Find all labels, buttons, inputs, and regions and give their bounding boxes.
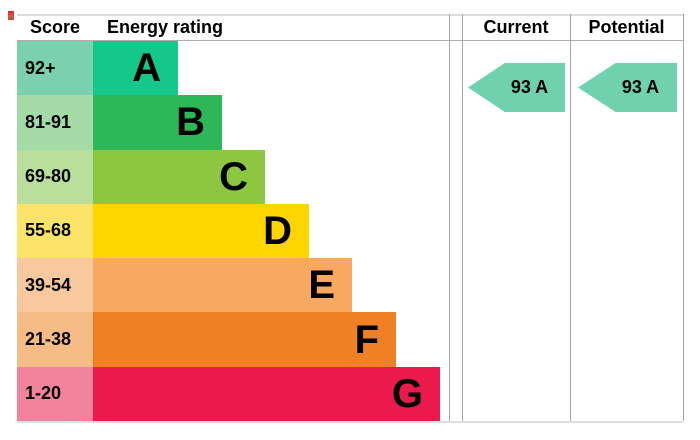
band-score-range: 39-54 [17, 258, 93, 313]
broken-image-artifact [8, 11, 14, 20]
column-header-current: Current [483, 16, 549, 37]
potential-rating-label: 93 A [621, 77, 660, 97]
column-divider-current-potential [570, 14, 571, 421]
band-row-b: 81-91 B [17, 95, 683, 150]
band-score-range: 1-20 [17, 366, 93, 421]
band-row-f: 21-38 F [17, 312, 683, 367]
header-divider [17, 40, 683, 41]
band-bar-c: C [93, 149, 265, 204]
band-row-g: 1-20 G [17, 366, 683, 421]
column-header-energy-rating: Energy rating [107, 16, 224, 37]
band-bar-d: D [93, 203, 309, 259]
column-header-score: Score [29, 16, 81, 37]
column-divider-current-left [462, 14, 463, 421]
band-row-c: 69-80 C [17, 149, 683, 204]
band-bar-g: G [93, 366, 440, 421]
band-rows: 92+ A 81-91 B 69-80 C 55-68 D 39-54 E 21… [17, 41, 683, 421]
band-score-range: 92+ [17, 41, 93, 96]
table-top-border [17, 14, 683, 16]
table-bottom-border [17, 421, 683, 423]
band-bar-b: B [93, 95, 222, 150]
table-right-border [683, 14, 684, 421]
column-header-potential: Potential [588, 16, 665, 37]
band-score-range: 21-38 [17, 312, 93, 367]
band-bar-f: F [93, 312, 396, 367]
current-rating-label: 93 A [510, 77, 549, 97]
band-bar-e: E [93, 258, 352, 313]
column-divider-rating-right [449, 14, 450, 421]
band-row-d: 55-68 D [17, 203, 683, 259]
band-row-e: 39-54 E [17, 258, 683, 313]
band-score-range: 69-80 [17, 149, 93, 204]
band-row-a: 92+ A [17, 41, 683, 96]
band-score-range: 81-91 [17, 95, 93, 150]
band-bar-a: A [93, 41, 178, 96]
band-score-range: 55-68 [17, 203, 93, 259]
